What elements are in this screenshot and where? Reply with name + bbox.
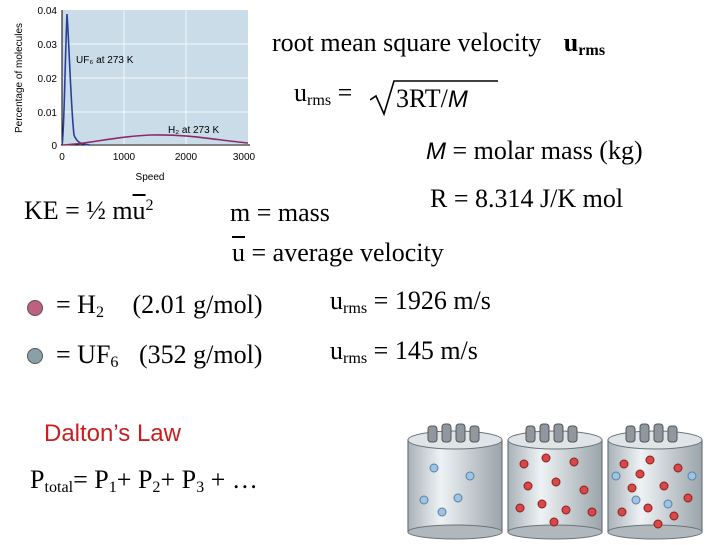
kinetic-energy-formula: KE = ½ mu2 — [24, 196, 154, 225]
y-axis-title: Percentage of molecules — [14, 23, 25, 133]
rms-title: root mean square velocity urms — [272, 28, 605, 60]
uf6-curve — [61, 13, 91, 146]
h2-curve — [61, 134, 249, 146]
container-red-gas — [507, 423, 603, 540]
formula-equals: = — [337, 78, 353, 107]
rms-formula: urms = — [294, 78, 352, 110]
gas-containers-illustration — [396, 412, 720, 540]
dalton-equation: Ptotal= P1+ P2+ P3 + … — [30, 465, 258, 497]
average-velocity-definition: u = average velocity — [232, 238, 444, 267]
h2-rms-value: urms = 1926 m/s — [330, 286, 491, 318]
h2-curve-label: H₂ at 273 K — [168, 125, 219, 136]
y-tick: 0.03 — [38, 40, 58, 51]
uf6-molecule-icon — [27, 348, 43, 364]
x-axis-title: Speed — [136, 172, 165, 183]
speed-distribution-graph: 0.04 0.03 0.02 0.01 0 0 1000 2000 3000 S… — [0, 0, 262, 188]
x-tick: 1000 — [113, 152, 136, 163]
container-blue-gas — [407, 423, 503, 540]
uf6-row: = UF6 (352 g/mol) — [56, 340, 263, 372]
uf6-curve-label: UF₆ at 273 K — [76, 55, 134, 66]
x-tick: 2000 — [175, 152, 198, 163]
y-tick: 0.04 — [38, 6, 58, 17]
y-tick: 0 — [51, 141, 57, 152]
y-tick: 0.01 — [38, 108, 58, 119]
molar-mass-definition: M = molar mass (kg) — [426, 136, 643, 165]
x-tick: 0 — [59, 152, 65, 163]
mass-definition: m = mass — [230, 198, 330, 227]
gas-constant: R = 8.314 J/K mol — [430, 184, 624, 213]
formula-lhs: urms — [294, 78, 332, 110]
y-tick: 0.02 — [38, 74, 58, 85]
rms-title-symbol: urms — [563, 28, 606, 60]
uf6-rms-value: urms = 145 m/s — [330, 336, 478, 368]
h2-molecule-icon — [27, 300, 43, 316]
x-tick: 3000 — [233, 152, 256, 163]
container-mixed-gas — [607, 423, 703, 540]
graph-plot-area — [62, 10, 248, 144]
rms-title-text: root mean square velocity — [272, 28, 542, 57]
dalton-title: Dalton’s Law — [44, 420, 181, 447]
formula-radicand: 3RT/M — [396, 84, 468, 113]
sqrt-sign — [370, 80, 498, 116]
h2-row: = H2 (2.01 g/mol) — [56, 290, 263, 322]
